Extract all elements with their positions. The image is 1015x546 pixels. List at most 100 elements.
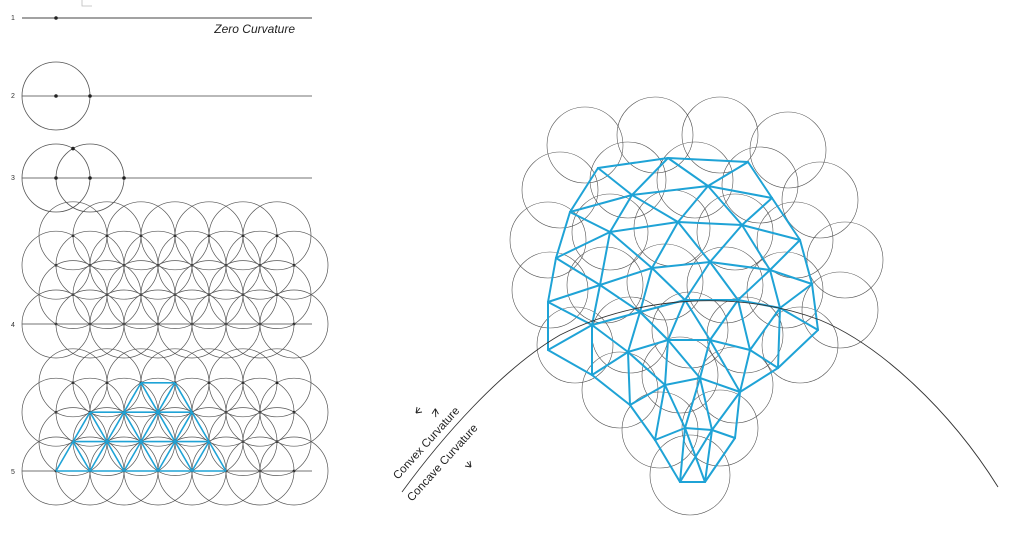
packing-circle [686, 246, 764, 324]
packing-circle [633, 189, 711, 267]
packing-circle [581, 351, 659, 429]
curved-triangular-mesh [547, 157, 819, 483]
packing-circle [641, 336, 719, 414]
packing-circle [761, 306, 839, 384]
mesh-edge [123, 441, 142, 472]
packing-circle [801, 271, 879, 349]
mesh-edge [547, 284, 601, 303]
packing-circle [621, 391, 699, 469]
mesh-edge [684, 261, 711, 301]
mesh-edge [704, 429, 713, 483]
mesh-edge [779, 307, 819, 331]
curvature-arc [401, 300, 999, 493]
mesh-edge [667, 339, 701, 379]
mesh-edge [709, 339, 751, 351]
packing-circle [749, 111, 827, 189]
mesh-edge [779, 283, 813, 309]
mesh-edge [599, 284, 641, 313]
mesh-edge [72, 441, 91, 472]
mesh-edge [684, 427, 713, 431]
mesh-edge [72, 411, 91, 443]
mesh-edge [651, 221, 679, 269]
mesh-edge [627, 311, 641, 353]
mesh-edge [639, 311, 669, 341]
mesh-edge [737, 269, 771, 301]
mesh-edge [667, 157, 709, 187]
mesh-edge [709, 261, 739, 301]
convex-label-group: Convex Curvature [391, 405, 462, 482]
packing-circle [656, 141, 734, 219]
mesh-edge [89, 441, 108, 472]
mesh-edge [157, 382, 176, 413]
mesh-edge [627, 339, 669, 353]
mesh-edge [664, 384, 686, 429]
mesh-edge [631, 157, 669, 196]
mesh-edge [591, 351, 629, 376]
mesh-edge [654, 439, 681, 483]
mesh-edge [771, 197, 801, 241]
step-4-circle-lattice [21, 201, 329, 359]
convex-arrow-icon [415, 406, 423, 414]
concave-arrow-icon [464, 460, 472, 468]
mesh-edge [123, 411, 142, 443]
mesh-edge [651, 267, 686, 301]
mesh-edge [684, 377, 701, 429]
mesh-edge [711, 391, 741, 431]
mesh-edge [739, 349, 751, 393]
mesh-edge [707, 185, 743, 226]
mesh-edge [157, 411, 176, 443]
mesh-edge [699, 339, 711, 379]
mesh-edge [208, 441, 227, 472]
mesh-edge [707, 185, 773, 199]
mesh-edge [157, 441, 176, 472]
packing-circle [746, 251, 824, 329]
mesh-edge [609, 194, 633, 233]
packing-circle [589, 141, 667, 219]
mesh-edge [667, 299, 686, 341]
mesh-edge [684, 299, 711, 341]
mesh-edge [569, 211, 611, 233]
mesh-edge [769, 269, 813, 285]
mesh-edge [684, 427, 706, 483]
mesh-edge [741, 224, 801, 241]
mesh-edge [747, 161, 773, 199]
lattice-circle [242, 201, 312, 271]
mesh-edge [174, 411, 193, 443]
packing-circle [509, 201, 587, 279]
mesh-edge [677, 221, 743, 226]
step-label-4: 4 [11, 322, 15, 329]
mesh-edge [709, 299, 739, 341]
packing-circle [546, 106, 624, 184]
step-label-5: 5 [11, 469, 15, 476]
step-2-single-circle [21, 61, 312, 131]
mesh-edge [741, 197, 773, 226]
packing-circle [536, 306, 614, 384]
packing-circle [566, 246, 644, 324]
mesh-edge [191, 411, 210, 443]
mesh-edge [631, 185, 709, 196]
mesh-edge [739, 367, 779, 393]
mesh-edge [629, 384, 666, 406]
mesh-edge [677, 221, 711, 263]
mesh-edge [555, 231, 611, 259]
mesh-edge [737, 299, 751, 351]
mesh-edge [749, 307, 781, 351]
mesh-edge [597, 157, 669, 169]
mesh-edge [591, 324, 629, 353]
mesh-edge [599, 267, 653, 286]
packing-circle [616, 96, 694, 174]
mesh-edge [547, 324, 593, 351]
mesh-edge [749, 349, 779, 369]
packing-circle [806, 221, 884, 299]
mesh-edge [547, 257, 557, 303]
mesh-edge [140, 382, 159, 413]
mesh-edge [664, 377, 701, 386]
mesh-edge [699, 377, 741, 393]
mesh-edge [629, 404, 656, 441]
mesh-edge [89, 411, 108, 443]
packing-circle [721, 146, 799, 224]
mesh-edge [709, 261, 771, 271]
mesh-edge [654, 384, 666, 441]
packing-circle [521, 151, 599, 229]
mesh-edge [106, 411, 125, 443]
